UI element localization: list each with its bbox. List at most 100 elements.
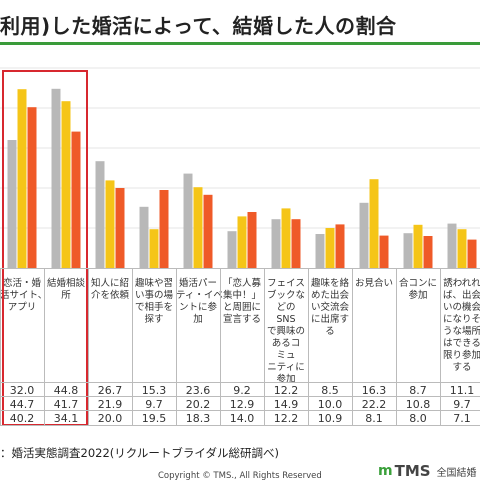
value-cell: 44.7: [9, 398, 35, 411]
table-row-divider: [0, 425, 480, 426]
bar-cat6-series2: [291, 219, 301, 268]
bar-cat3-series2: [159, 190, 169, 268]
bar-cat7-series2: [335, 224, 345, 268]
bar-cat1-series2: [71, 131, 81, 268]
value-cell: 12.2: [273, 384, 299, 397]
source-note: ：婚活実態調査2022(リクルートブライダル総研調べ): [0, 446, 279, 460]
table-column-divider: [396, 268, 397, 426]
value-cell: 26.7: [97, 384, 123, 397]
bar-cat0-series1: [17, 89, 27, 268]
bar-cat6-series1: [281, 208, 291, 268]
bar-cat10-series0: [447, 223, 457, 268]
value-cell: 9.2: [233, 384, 251, 397]
table-row-divider: [0, 396, 480, 397]
value-cell: 10.0: [317, 398, 343, 411]
bar-cat1-series0: [51, 88, 61, 268]
value-cell: 12.9: [229, 398, 255, 411]
bar-cat8-series2: [379, 235, 389, 268]
bar-cat9-series1: [413, 224, 423, 268]
category-label: 恋活・婚 活サイト、 アプリ: [0, 278, 48, 313]
value-cell: 15.3: [141, 384, 167, 397]
bar-cat0-series0: [7, 140, 17, 268]
bar-cat1-series1: [61, 101, 71, 268]
category-label: フェイス ブックな どの SNS で興味の あるコ ミュ ニティに 参加: [266, 278, 305, 385]
value-cell: 12.2: [273, 412, 299, 425]
bar-cat4-series0: [183, 173, 193, 268]
table-column-divider: [308, 268, 309, 426]
bar-cat7-series1: [325, 228, 335, 268]
table-column-divider: [264, 268, 265, 426]
value-cell: 22.2: [361, 398, 387, 411]
table-column-divider: [440, 268, 441, 426]
value-cell: 8.1: [365, 412, 383, 425]
value-cell: 8.0: [409, 412, 427, 425]
bar-chart: [0, 67, 480, 268]
category-label: 誘われれ ば、出会 いの機会 になりそ うな場所 はできる 限り参加 する: [442, 278, 480, 373]
value-cell: 16.3: [361, 384, 387, 397]
value-cell: 11.1: [449, 384, 475, 397]
bar-cat9-series0: [403, 233, 413, 268]
bar-cat9-series2: [423, 236, 433, 268]
bar-cat5-series1: [237, 216, 247, 268]
table-column-divider: [176, 268, 177, 426]
value-cell: 10.8: [405, 398, 431, 411]
title-underline: [0, 42, 480, 45]
bar-cat3-series1: [149, 229, 159, 268]
table-row-divider: [0, 268, 480, 269]
value-cell: 34.1: [53, 412, 79, 425]
value-cell: 8.5: [321, 384, 339, 397]
bar-cat5-series0: [227, 231, 237, 268]
table-column-divider: [352, 268, 353, 426]
bar-cat2-series2: [115, 188, 125, 268]
category-label: お見合い: [354, 278, 393, 289]
value-cell: 18.3: [185, 412, 211, 425]
logo-subtext: 全国結婚: [436, 467, 477, 479]
value-cell: 19.5: [141, 412, 167, 425]
value-cell: 10.9: [317, 412, 343, 425]
value-cell: 20.0: [97, 412, 123, 425]
bar-cat8-series1: [369, 179, 379, 268]
table-column-divider: [0, 268, 1, 426]
value-cell: 44.8: [53, 384, 79, 397]
bar-cat0-series2: [27, 107, 37, 268]
value-cell: 9.7: [453, 398, 471, 411]
value-cell: 9.7: [145, 398, 163, 411]
bar-cat2-series0: [95, 161, 105, 268]
value-cell: 40.2: [9, 412, 35, 425]
bar-cat8-series0: [359, 202, 369, 268]
bar-cat3-series0: [139, 206, 149, 268]
value-cell: 8.7: [409, 384, 427, 397]
category-label: 「恋人募 集中！」 と周囲に 宣言する: [222, 278, 261, 325]
category-label: 結婚相談 所: [46, 278, 85, 301]
bar-cat10-series1: [457, 229, 467, 268]
tms-logo: m TMS 全国結婚: [378, 462, 477, 480]
table-column-divider: [88, 268, 89, 426]
value-cell: 14.0: [229, 412, 255, 425]
table-row-divider: [0, 382, 480, 383]
value-cell: 41.7: [53, 398, 79, 411]
value-cell: 14.9: [273, 398, 299, 411]
value-cell: 23.6: [185, 384, 211, 397]
logo-mark-icon: m: [378, 463, 393, 479]
category-label: 婚活パー ティ・イベ ントに参 加: [176, 278, 223, 325]
table-column-divider: [44, 268, 45, 426]
table-row-divider: [0, 410, 480, 411]
value-cell: 21.9: [97, 398, 123, 411]
value-cell: 32.0: [9, 384, 35, 397]
bar-cat6-series0: [271, 219, 281, 268]
value-cell: 20.2: [185, 398, 211, 411]
category-label: 合コンに 参加: [398, 278, 437, 301]
bar-cat5-series2: [247, 212, 257, 268]
table-column-divider: [220, 268, 221, 426]
category-label: 趣味を絡 めた出会 い交流会 に出席す る: [310, 278, 349, 337]
copyright-text: Copyright © TMS., All Rights Reserved: [158, 471, 322, 481]
bar-cat4-series1: [193, 187, 203, 268]
value-cell: 7.1: [453, 412, 471, 425]
bar-cat10-series2: [467, 239, 477, 268]
chart-title: 利用)した婚活によって、結婚した人の割合: [0, 14, 397, 38]
logo-text: TMS: [394, 462, 431, 480]
table-column-divider: [132, 268, 133, 426]
category-label: 趣味や習 い事の場 で相手を 探す: [134, 278, 173, 325]
category-label: 知人に紹 介を依頼: [90, 278, 129, 301]
bar-cat2-series1: [105, 180, 115, 268]
